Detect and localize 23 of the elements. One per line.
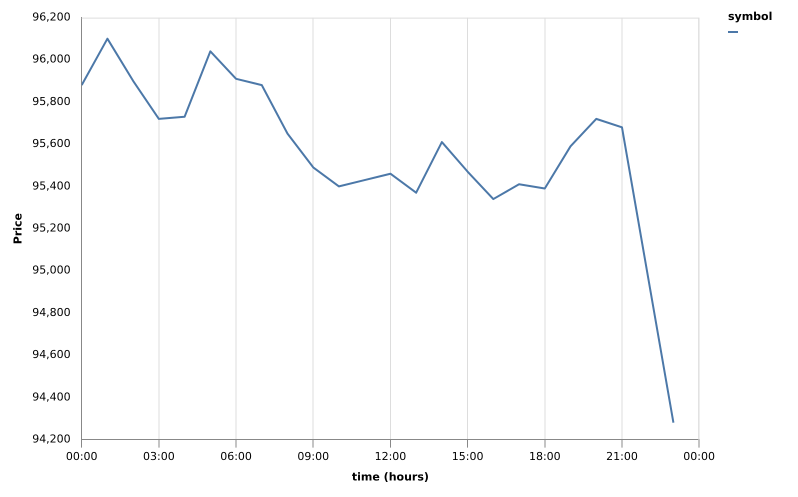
legend-title: symbol [728, 10, 772, 23]
x-tick-label: 00:00 [683, 450, 715, 464]
y-axis-title: Price [11, 212, 24, 244]
x-tick-label: 12:00 [374, 450, 406, 464]
y-tick-label: 95,600 [32, 137, 71, 150]
y-tick-label: 96,200 [32, 10, 71, 24]
y-tick-label: 94,800 [32, 306, 71, 319]
x-tick-label: 00:00 [66, 450, 98, 464]
x-tick-label: 18:00 [528, 450, 561, 464]
x-tick-label: 06:00 [220, 450, 252, 464]
x-tick-label: 21:00 [606, 450, 638, 464]
x-tick-label: 03:00 [143, 450, 175, 464]
y-tick-label: 94,400 [32, 390, 71, 404]
y-tick-label: 94,600 [32, 348, 71, 362]
y-tick-label: 95,200 [32, 221, 71, 234]
y-tick-label: 96,000 [32, 52, 71, 66]
y-tick-label: 95,800 [32, 94, 71, 108]
x-tick-label: 09:00 [297, 450, 330, 464]
y-tick-label: 94,200 [32, 432, 71, 446]
x-axis-title: time (hours) [352, 470, 429, 484]
y-tick-label: 95,400 [32, 179, 71, 192]
y-tick-label: 95,000 [32, 264, 71, 277]
x-tick-label: 15:00 [452, 450, 484, 464]
